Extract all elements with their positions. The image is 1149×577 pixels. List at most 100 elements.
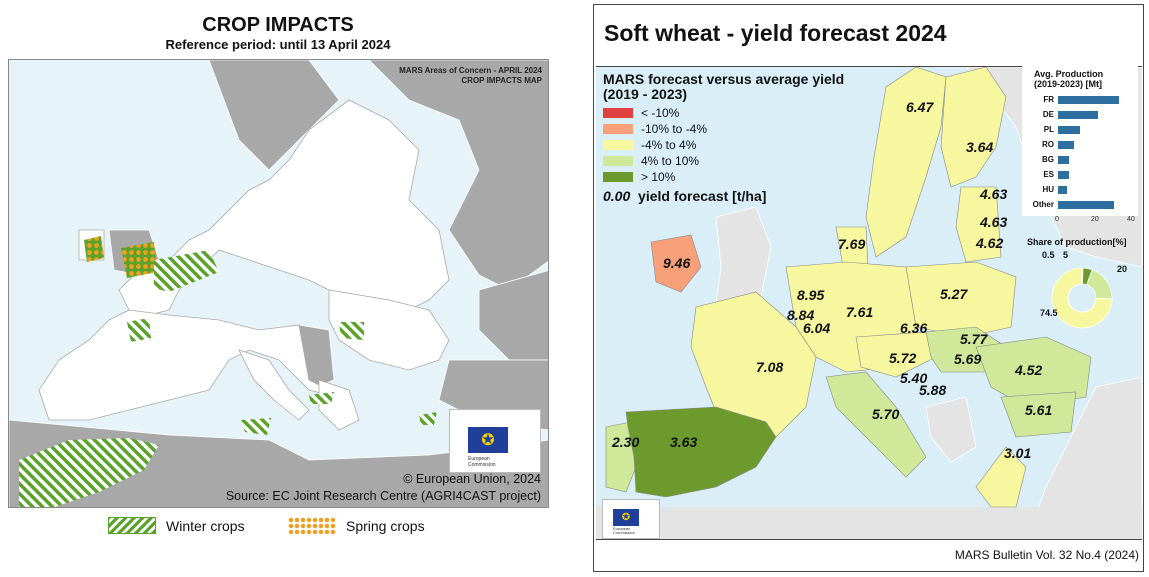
yield-be: 8.84 bbox=[787, 307, 815, 323]
production-chart-title: Avg. Production (2019-2023) [Mt] bbox=[1034, 69, 1103, 89]
bar-label-de: DE bbox=[1042, 110, 1054, 119]
bar-tick-40: 40 bbox=[1127, 216, 1135, 223]
yield-dk: 7.69 bbox=[838, 236, 866, 252]
eu-logo-text-right-2: Commission bbox=[613, 530, 636, 535]
share-label-0: 0.5 bbox=[1042, 250, 1055, 260]
yield-nl: 8.95 bbox=[797, 287, 825, 303]
yield-gr: 3.01 bbox=[1004, 445, 1032, 461]
donut-slice-2 bbox=[1086, 269, 1113, 300]
bar-bg bbox=[1058, 156, 1069, 164]
bar-hu bbox=[1058, 186, 1067, 194]
production-bar-chart bbox=[1022, 66, 1138, 216]
share-label-1: 5 bbox=[1063, 250, 1069, 260]
yield-ro: 4.52 bbox=[1015, 362, 1043, 378]
yield-lv: 4.63 bbox=[980, 214, 1008, 230]
legend-row-gt-10: > 10% bbox=[603, 170, 675, 184]
winter-crops-swatch bbox=[108, 517, 156, 534]
spring-crops-label: Spring crops bbox=[346, 517, 425, 534]
eu-logo-text-right-1: European bbox=[613, 526, 631, 531]
left-source: Source: EC Joint Research Centre (AGRI4C… bbox=[225, 489, 541, 503]
yield-ee: 4.63 bbox=[980, 186, 1008, 202]
left-map-subtitle: Reference period: until 13 April 2024 bbox=[165, 37, 391, 52]
eu-commission-logo: ✪ European Commission bbox=[449, 409, 541, 473]
yield-si: 5.40 bbox=[900, 370, 928, 386]
legend-spring-crops: Spring crops bbox=[288, 517, 425, 534]
yield-cz: 6.36 bbox=[900, 320, 928, 336]
yield-lu: 6.04 bbox=[803, 320, 831, 336]
bar-fr bbox=[1058, 96, 1120, 104]
production-chart-title-line-2: (2019-2023) [Mt] bbox=[1034, 79, 1103, 89]
bar-label-hu: HU bbox=[1042, 185, 1054, 194]
left-map-title: CROP IMPACTS bbox=[202, 14, 354, 36]
yield-at: 5.72 bbox=[889, 350, 917, 366]
right-map-title: Soft wheat - yield forecast 2024 bbox=[604, 20, 947, 46]
legend-winter-crops: Winter crops bbox=[108, 517, 245, 534]
eu-flag-icon-right: ✪ bbox=[613, 509, 639, 526]
left-copyright: © European Union, 2024 bbox=[403, 472, 541, 486]
share-donut-chart bbox=[1051, 267, 1113, 329]
yield-it: 5.70 bbox=[872, 406, 900, 422]
yield-note-label: yield forecast [t/ha] bbox=[638, 188, 767, 204]
bar-label-pl: PL bbox=[1043, 125, 1054, 134]
share-chart-title: Share of production[%] bbox=[1027, 237, 1127, 247]
share-label-2: 20 bbox=[1117, 264, 1128, 274]
forecast-legend-title-line-1: MARS forecast versus average yield bbox=[603, 71, 845, 87]
legend-label: > 10% bbox=[641, 170, 676, 184]
crop-impacts-map: MARS Areas of Concern - APRIL 2024 CROP … bbox=[8, 59, 549, 508]
bar-label-ro: RO bbox=[1042, 140, 1054, 149]
yield-bg: 5.61 bbox=[1025, 402, 1053, 418]
forecast-legend-title: MARS forecast versus average yield (2019… bbox=[603, 72, 844, 102]
eu-commission-logo-right: ✪ European Commission bbox=[602, 499, 660, 539]
yield-forecast-map-graphic bbox=[596, 67, 1142, 539]
spring-crops-swatch bbox=[288, 517, 336, 534]
winter-crops-label: Winter crops bbox=[166, 517, 245, 534]
bar-de bbox=[1058, 111, 1098, 119]
legend-row-4-to-10: 4% to 10% bbox=[603, 154, 699, 168]
legend-row-lt-minus-10: < -10% bbox=[603, 106, 679, 120]
share-label-3: 74.5 bbox=[1040, 308, 1058, 318]
bar-pl bbox=[1058, 126, 1080, 134]
bar-ro bbox=[1058, 141, 1075, 149]
yield-sk: 5.77 bbox=[960, 331, 988, 347]
legend-swatch bbox=[603, 156, 633, 166]
yield-fi: 3.64 bbox=[966, 139, 994, 155]
bar-es bbox=[1058, 171, 1069, 179]
donut-slice-3 bbox=[1051, 267, 1113, 329]
yield-hu: 5.69 bbox=[954, 351, 982, 367]
legend-row-minus-10-to-4: -10% to -4% bbox=[603, 122, 707, 136]
bar-tick-20: 20 bbox=[1091, 216, 1099, 223]
yield-pt: 2.30 bbox=[612, 434, 640, 450]
eu-flag-icon: ✪ bbox=[468, 427, 508, 453]
yield-se: 6.47 bbox=[906, 99, 934, 115]
right-footer: MARS Bulletin Vol. 32 No.4 (2024) bbox=[954, 548, 1139, 562]
yield-note-value: 0.00 bbox=[603, 188, 631, 204]
yield-hr: 5.88 bbox=[919, 382, 947, 398]
bar-label-other: Other bbox=[1032, 200, 1054, 209]
legend-swatch bbox=[603, 124, 633, 134]
forecast-legend-title-line-2: (2019 - 2023) bbox=[603, 86, 688, 102]
bar-label-es: ES bbox=[1043, 170, 1054, 179]
bar-label-bg: BG bbox=[1042, 155, 1054, 164]
map-caption-line-2: CROP IMPACTS MAP bbox=[461, 76, 542, 85]
yield-fr: 7.08 bbox=[756, 359, 784, 375]
bar-label-fr: FR bbox=[1043, 95, 1054, 104]
legend-label: -4% to 4% bbox=[641, 138, 697, 152]
legend-swatch bbox=[603, 140, 633, 150]
bar-tick-0: 0 bbox=[1055, 216, 1059, 223]
yield-ie: 9.46 bbox=[663, 255, 691, 271]
legend-swatch bbox=[603, 108, 633, 118]
yield-forecast-map: ✪ European Commission bbox=[596, 66, 1142, 540]
eu-logo-text-2: Commission bbox=[468, 462, 496, 468]
legend-label: -10% to -4% bbox=[641, 122, 708, 136]
map-caption-line-1: MARS Areas of Concern - APRIL 2024 bbox=[399, 66, 542, 75]
bar-other bbox=[1058, 201, 1114, 209]
yield-forecast-note: 0.00 yield forecast [t/ha] bbox=[603, 188, 766, 204]
yield-de: 7.61 bbox=[846, 304, 874, 320]
legend-label: 4% to 10% bbox=[641, 154, 700, 168]
crop-impacts-map-graphic bbox=[9, 60, 548, 507]
yield-lt: 4.62 bbox=[976, 235, 1004, 251]
yield-es: 3.63 bbox=[670, 434, 698, 450]
eu-logo-text-1: European bbox=[468, 456, 490, 462]
production-chart-title-line-1: Avg. Production bbox=[1034, 69, 1104, 79]
legend-swatch bbox=[603, 172, 633, 182]
